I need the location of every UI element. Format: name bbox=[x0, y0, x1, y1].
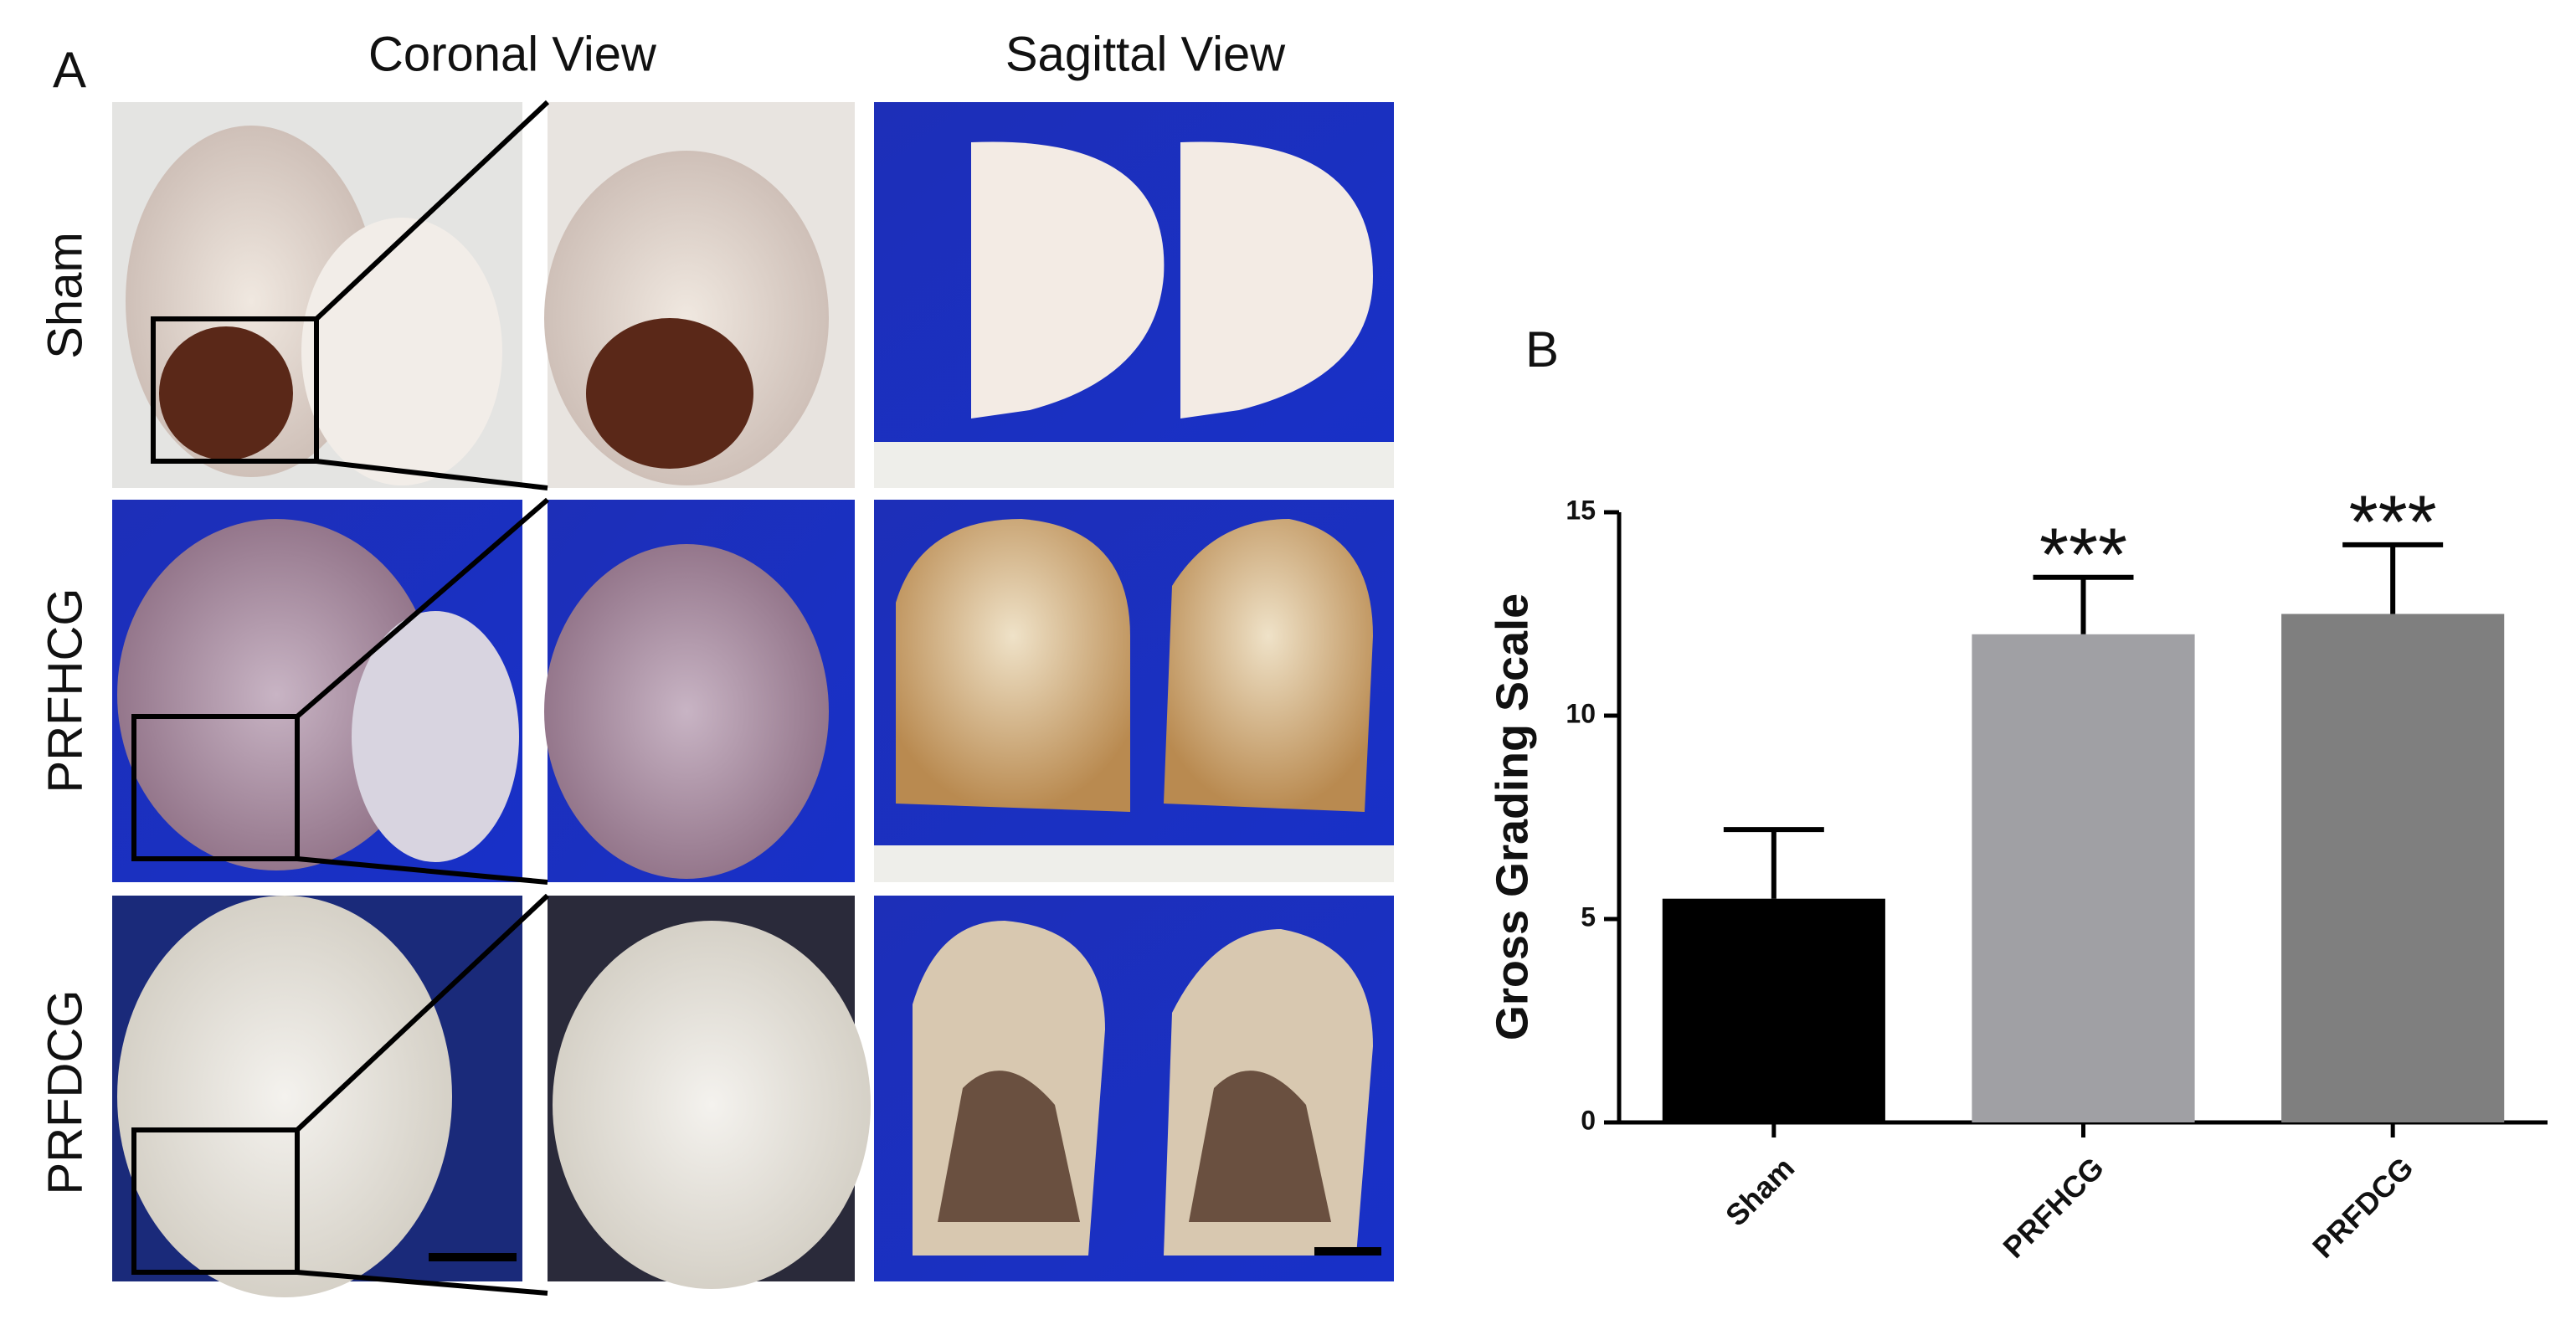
zoom-box bbox=[131, 714, 300, 861]
zoom-line bbox=[316, 459, 548, 490]
photo-detail bbox=[1180, 141, 1373, 419]
row-label: PRFDCG bbox=[38, 990, 92, 1195]
photo-detail bbox=[159, 326, 293, 460]
bar-chart: B Gross Grading Scale 0 5 10 15 Sham PRFHCG **… bbox=[1487, 321, 2548, 1265]
row-label: Sham bbox=[38, 232, 92, 359]
zoom-line bbox=[314, 100, 550, 321]
x-tick-label: PRFDCG bbox=[2306, 1150, 2419, 1264]
y-tick-label: 5 bbox=[1581, 901, 1596, 932]
y-axis-label: Gross Grading Scale bbox=[1487, 593, 1537, 1040]
column-title: Coronal View bbox=[368, 27, 657, 81]
x-tick-label: PRFHCG bbox=[1996, 1150, 2110, 1264]
zoom-line bbox=[296, 497, 549, 719]
y-tick-label: 15 bbox=[1566, 495, 1596, 525]
ruler bbox=[874, 442, 1394, 488]
zoom-box bbox=[131, 1127, 300, 1275]
bar bbox=[1662, 898, 1885, 1122]
photo-detail bbox=[1189, 1071, 1331, 1222]
photo-detail bbox=[553, 921, 871, 1289]
photo-detail bbox=[938, 1071, 1080, 1222]
row-label: PRFHCG bbox=[38, 588, 92, 793]
y-tick-label: 10 bbox=[1566, 698, 1596, 728]
zoom-line bbox=[296, 856, 548, 885]
zoom-line bbox=[296, 1270, 548, 1296]
photo-detail bbox=[1164, 519, 1373, 812]
photo-detail bbox=[117, 896, 452, 1297]
photo-detail bbox=[971, 141, 1165, 419]
bar bbox=[1972, 634, 2195, 1122]
scale-bar bbox=[1314, 1247, 1381, 1256]
bar bbox=[2281, 614, 2505, 1122]
zoom-box bbox=[151, 316, 319, 464]
x-tick-label: Sham bbox=[1719, 1150, 1801, 1232]
scale-bar bbox=[429, 1253, 517, 1261]
photo-detail bbox=[117, 519, 435, 870]
panel-label: B bbox=[1525, 321, 1559, 377]
y-tick-label: 0 bbox=[1581, 1105, 1596, 1135]
significance: *** bbox=[2039, 514, 2127, 598]
photo-detail bbox=[301, 218, 502, 485]
photo-detail bbox=[352, 611, 519, 862]
photo-detail bbox=[544, 544, 829, 879]
panel-label: A bbox=[53, 42, 86, 98]
significance: *** bbox=[2349, 481, 2437, 565]
column-title: Sagittal View bbox=[1005, 27, 1286, 81]
photo-detail bbox=[896, 519, 1130, 812]
zoom-line bbox=[295, 893, 550, 1132]
ruler bbox=[874, 845, 1394, 882]
photo-grid bbox=[112, 100, 1394, 1297]
photo-detail bbox=[586, 318, 753, 469]
